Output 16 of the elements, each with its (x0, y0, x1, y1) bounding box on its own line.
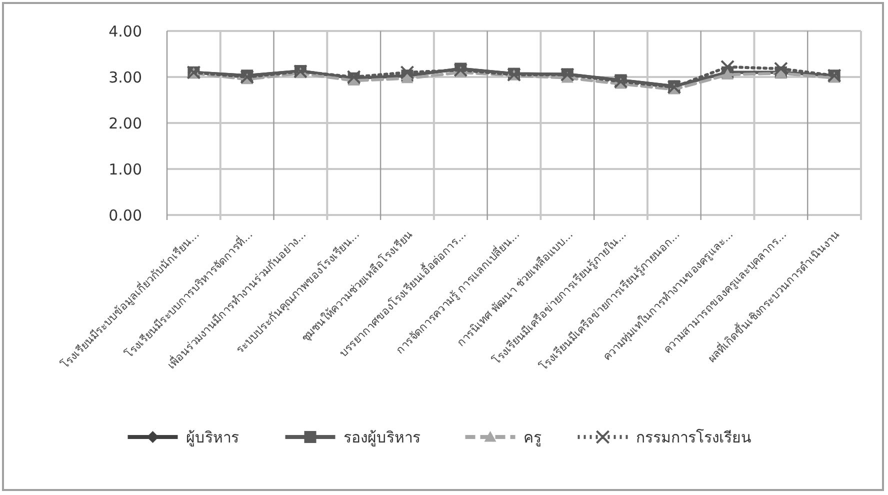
point (400, 65, 414, 80)
point (454, 63, 468, 78)
legend-label: รองผู้บริหาร (343, 428, 420, 446)
legend-label: กรรมการโรงเรียน (636, 428, 751, 446)
y-tick-label: 3.00 (108, 68, 142, 86)
legend-label: ผู้บริหาร (186, 428, 239, 446)
point (774, 62, 788, 76)
point (720, 60, 735, 74)
point (722, 68, 734, 80)
y-tick-label: 4.00 (108, 22, 142, 40)
y-tick-label: 1.00 (108, 160, 142, 178)
legend-label: ครู (523, 428, 542, 446)
y-tick-label: 0.00 (108, 206, 142, 224)
y-tick-label: 2.00 (108, 114, 142, 132)
point (401, 72, 414, 84)
point (614, 74, 628, 89)
